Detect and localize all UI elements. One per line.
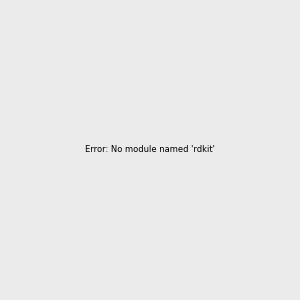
Text: Error: No module named 'rdkit': Error: No module named 'rdkit' bbox=[85, 146, 215, 154]
